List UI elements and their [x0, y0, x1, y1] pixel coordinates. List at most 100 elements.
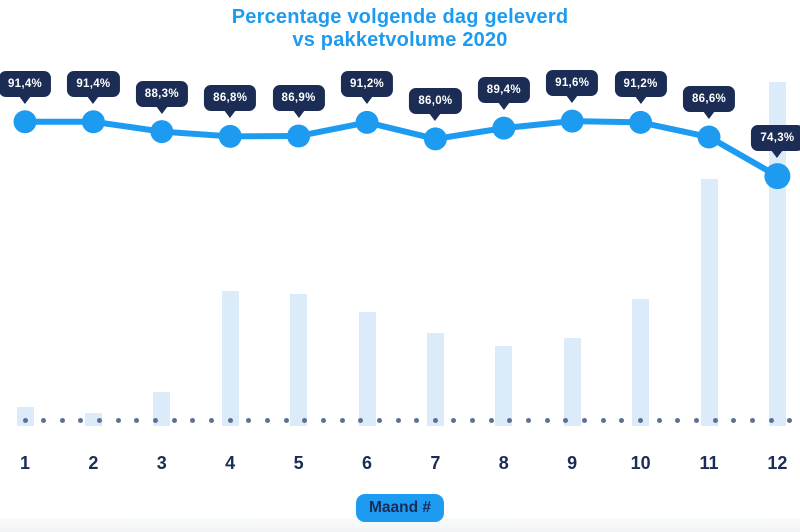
baseline-dot	[619, 417, 625, 423]
baseline-dot	[134, 417, 140, 423]
volume-bar	[221, 291, 239, 426]
baseline-dot	[376, 417, 382, 423]
baseline-dot	[637, 417, 643, 423]
baseline-dot	[302, 417, 308, 423]
baseline-dot	[395, 417, 401, 423]
baseline-dot	[451, 417, 457, 423]
chart-title-line2: vs pakketvolume 2020	[292, 29, 508, 51]
baseline-dot	[787, 417, 793, 423]
volume-bar	[153, 391, 171, 426]
baseline-dot	[209, 417, 214, 423]
value-badge: 74,3%	[751, 125, 800, 152]
x-axis-tick-row: 1 2 3 4 5 6 7 8 9 10 11 12	[0, 453, 800, 479]
x-tick-label: 5	[293, 453, 304, 473]
volume-bar	[495, 345, 513, 426]
volume-bar	[84, 412, 102, 426]
value-badge: 91,2%	[614, 71, 667, 98]
value-badge: 91,2%	[340, 71, 394, 98]
trend-line	[22, 118, 781, 180]
value-badge: 86,6%	[682, 86, 736, 112]
baseline-dot	[97, 417, 103, 423]
data-point-dot	[287, 124, 311, 148]
baseline-dot	[488, 417, 494, 423]
baseline-dot	[339, 417, 345, 423]
volume-bar	[16, 407, 34, 426]
baseline-dot	[432, 417, 438, 423]
baseline-dot	[749, 417, 755, 423]
baseline-dot	[190, 417, 196, 423]
baseline-dot	[227, 417, 233, 423]
baseline-dot	[414, 417, 420, 423]
baseline-dot	[22, 417, 28, 423]
baseline-dot	[600, 417, 606, 423]
baseline-dot	[171, 417, 177, 423]
bottom-band	[0, 518, 800, 532]
baseline-dot	[246, 417, 252, 423]
value-badge: 86,0%	[409, 87, 462, 114]
baseline-dot	[283, 417, 289, 423]
data-point-dot	[492, 116, 516, 140]
volume-bar	[700, 179, 718, 426]
x-tick-label: 7	[430, 453, 441, 473]
data-point-dot	[560, 109, 584, 133]
volume-bar	[563, 337, 581, 426]
baseline-dot	[693, 417, 699, 423]
x-tick-label: 12	[767, 453, 788, 473]
chart-title-line1: Percentage volgende dag geleverd	[231, 6, 569, 28]
value-badge: 91,4%	[67, 70, 120, 97]
data-point-dot	[764, 163, 791, 190]
volume-bar	[426, 333, 444, 426]
value-badge: 91,6%	[546, 70, 599, 97]
baseline-dot	[675, 417, 681, 423]
baseline-dot	[153, 417, 159, 423]
x-tick-label: 8	[498, 453, 509, 473]
data-point-dot	[13, 110, 37, 134]
x-tick-label: 4	[225, 453, 236, 473]
baseline-dot	[59, 417, 65, 423]
data-point-dot	[355, 110, 379, 134]
baseline-dot	[731, 417, 737, 423]
baseline-dot	[656, 417, 662, 423]
x-tick-label: 3	[156, 453, 167, 473]
volume-bar	[632, 299, 650, 426]
baseline-dot	[115, 417, 121, 423]
x-tick-label: 11	[699, 453, 719, 473]
baseline-dot	[264, 417, 270, 423]
chart-title: Percentage volgende dag geleverd vs pakk…	[0, 6, 800, 52]
x-tick-label: 9	[567, 453, 578, 473]
volume-bar	[290, 293, 308, 426]
x-tick-label: 2	[88, 453, 99, 473]
data-point-dot	[150, 120, 174, 144]
data-point-dot	[81, 110, 105, 134]
baseline-dot	[41, 417, 47, 423]
data-point-dot	[697, 125, 721, 149]
value-badge: 89,4%	[477, 77, 530, 104]
value-badge: 91,4%	[0, 70, 52, 97]
baseline-dot	[507, 417, 513, 423]
data-point-dot	[629, 110, 653, 134]
baseline-dot	[563, 417, 569, 423]
baseline-dot	[358, 417, 364, 423]
data-point-dot	[423, 127, 447, 151]
x-tick-label: 6	[361, 453, 373, 473]
baseline-dot	[712, 417, 718, 423]
baseline-dot	[768, 417, 774, 423]
x-tick-label: 10	[630, 453, 651, 473]
volume-bar	[358, 312, 376, 426]
baseline-dot	[78, 417, 84, 423]
baseline-dot	[544, 417, 550, 423]
value-badge: 86,9%	[272, 85, 325, 112]
x-axis-label-pill: Maand #	[355, 494, 445, 522]
data-point-dot	[218, 124, 242, 148]
value-badge: 88,3%	[135, 80, 188, 107]
value-badge: 86,8%	[204, 85, 257, 112]
x-tick-label: 1	[19, 453, 31, 473]
baseline-dot	[470, 417, 476, 423]
baseline-dot	[320, 417, 326, 423]
baseline-dot	[582, 417, 587, 423]
x-axis-label: Maand #	[368, 499, 432, 516]
baseline-dot	[526, 417, 532, 423]
